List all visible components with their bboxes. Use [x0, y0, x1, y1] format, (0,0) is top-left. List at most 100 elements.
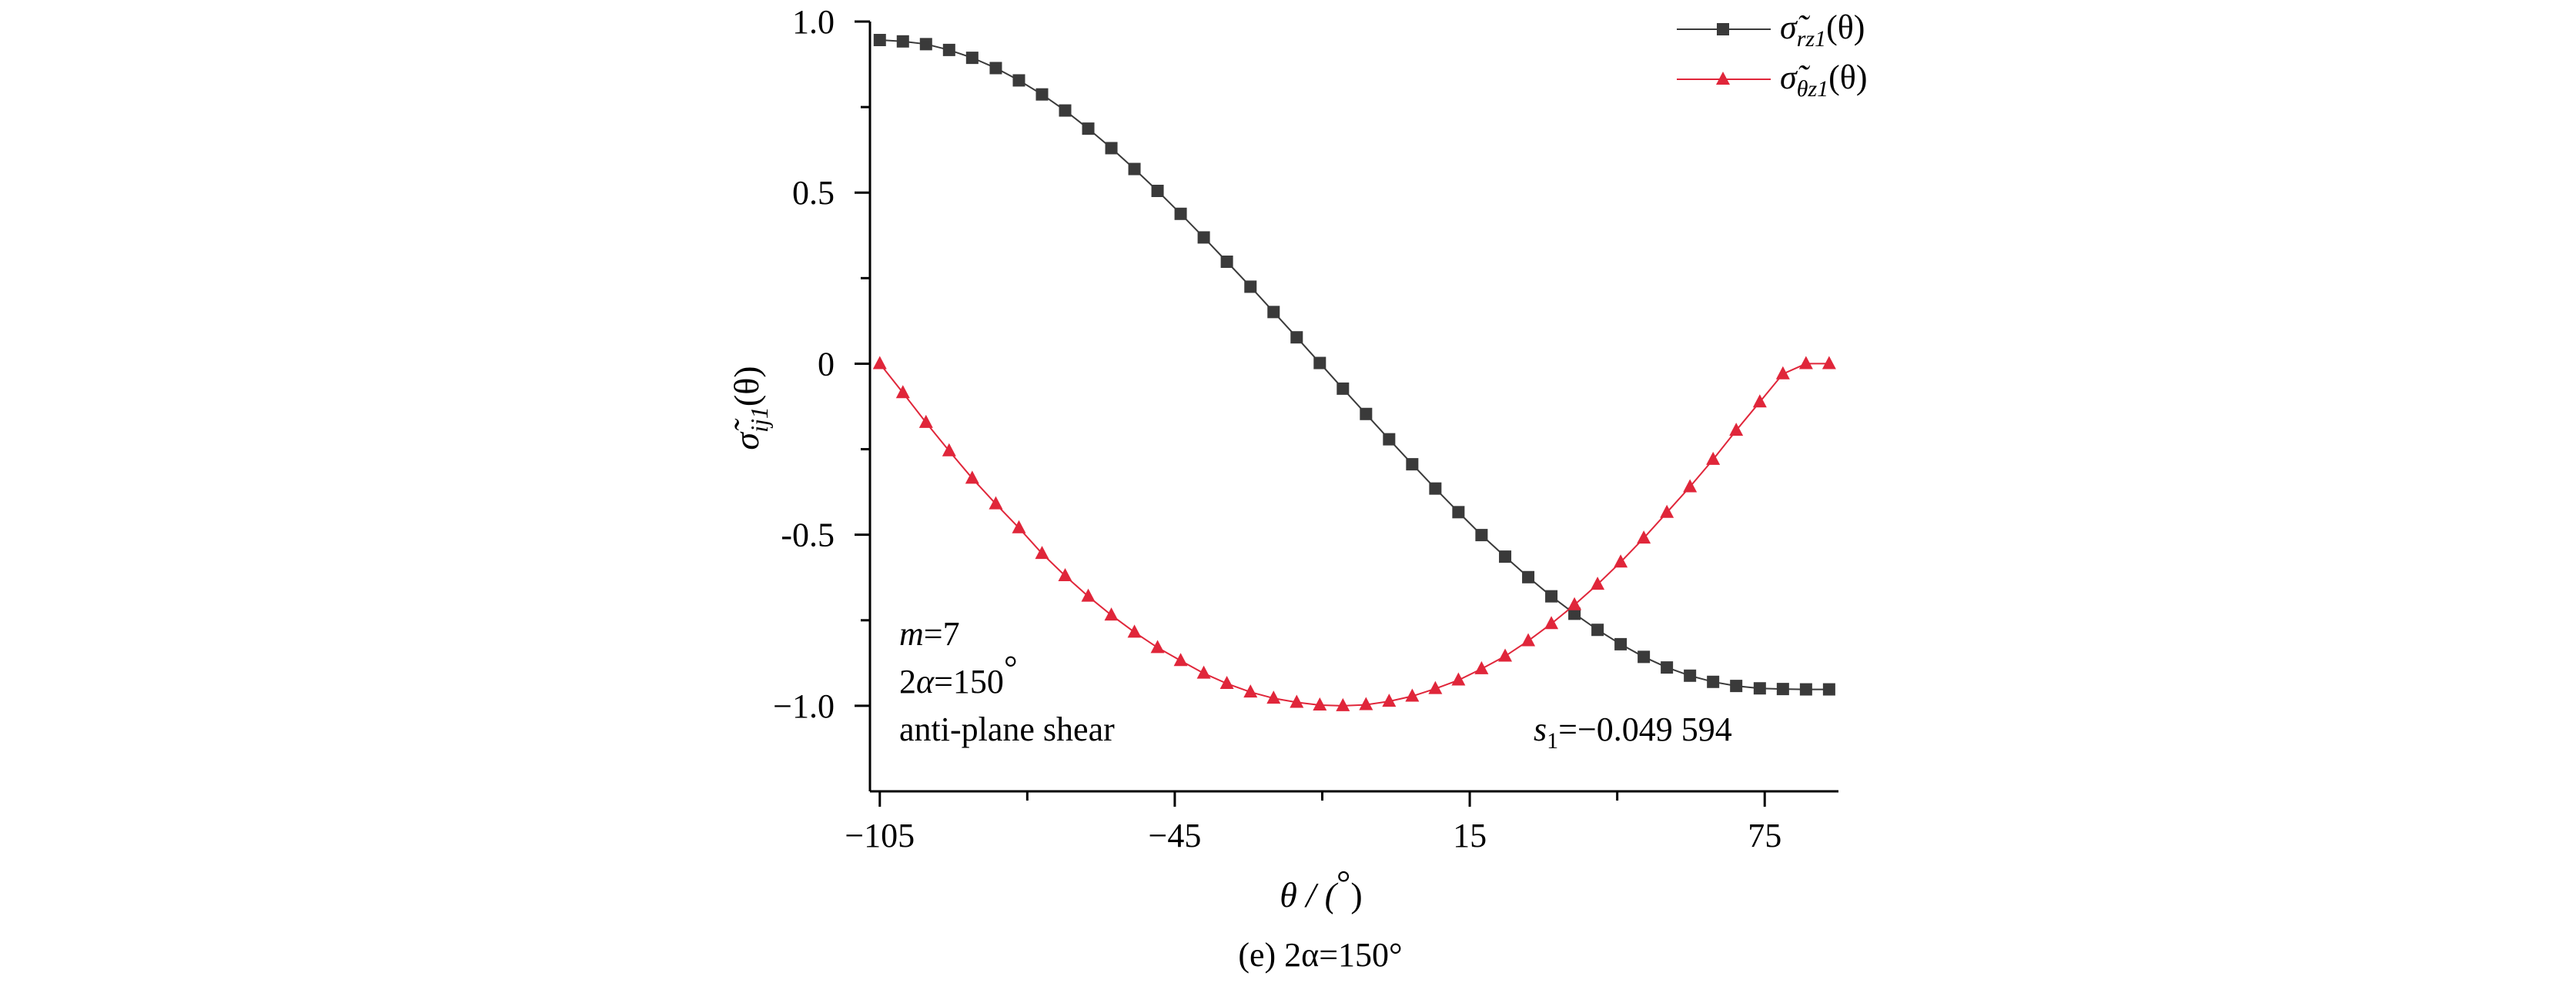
data-point-rz1 — [1290, 331, 1303, 344]
data-point-thetaz1 — [1035, 546, 1049, 560]
data-point-thetaz1 — [1150, 640, 1165, 654]
data-point-rz1 — [1429, 482, 1442, 495]
annotation-load: anti-plane shear — [899, 711, 1115, 748]
data-point-thetaz1 — [1336, 697, 1350, 711]
data-point-rz1 — [1822, 683, 1835, 696]
data-point-thetaz1 — [1428, 680, 1443, 694]
series-line-0 — [879, 39, 1829, 690]
x-tick-label: 15 — [1453, 817, 1487, 854]
data-point-rz1 — [1012, 74, 1025, 87]
data-point-thetaz1 — [1567, 597, 1582, 610]
data-point-rz1 — [1499, 550, 1512, 563]
data-point-thetaz1 — [1798, 356, 1813, 369]
data-point-thetaz1 — [1173, 653, 1188, 667]
data-point-rz1 — [1568, 607, 1581, 620]
data-point-rz1 — [965, 52, 979, 65]
y-axis-label: σ̃ij1(θ) — [727, 366, 773, 450]
data-point-thetaz1 — [1313, 697, 1327, 711]
data-point-thetaz1 — [1196, 665, 1211, 679]
data-point-thetaz1 — [1498, 648, 1513, 662]
data-point-thetaz1 — [1775, 366, 1790, 379]
data-point-rz1 — [1684, 669, 1697, 682]
data-point-rz1 — [1707, 675, 1720, 688]
x-tick-label: 75 — [1748, 817, 1781, 854]
data-point-rz1 — [1244, 280, 1257, 293]
data-point-thetaz1 — [1451, 672, 1466, 686]
y-tick-label: -0.5 — [781, 517, 835, 554]
figure-caption: (e) 2α=150° — [1238, 936, 1402, 974]
y-axis-ticks: 1.0 0.5 0 -0.5 −1.0 — [773, 3, 870, 725]
data-point-rz1 — [1128, 162, 1141, 176]
data-point-rz1 — [1082, 122, 1095, 135]
y-tick-label: 0.5 — [792, 174, 835, 212]
legend-label-thetaz1: σ̃θz1(θ) — [1780, 59, 1868, 102]
data-point-thetaz1 — [1382, 694, 1397, 707]
data-point-thetaz1 — [1474, 660, 1489, 674]
data-point-rz1 — [942, 43, 955, 56]
data-point-thetaz1 — [1614, 554, 1628, 568]
data-point-thetaz1 — [942, 443, 956, 456]
data-point-thetaz1 — [1706, 451, 1721, 465]
data-point-rz1 — [1035, 88, 1049, 101]
data-point-rz1 — [919, 38, 932, 51]
data-point-rz1 — [1406, 458, 1419, 471]
legend: σ̃rz1(θ) σ̃θz1(θ) — [1677, 8, 1868, 102]
data-point-rz1 — [1753, 682, 1766, 695]
data-point-thetaz1 — [918, 414, 933, 428]
data-point-rz1 — [1730, 680, 1743, 693]
data-point-rz1 — [873, 34, 886, 46]
x-axis-ticks: −105 −45 15 75 — [845, 791, 1781, 854]
annotation-m: m=7 — [899, 615, 960, 653]
y-tick-label: 1.0 — [792, 3, 835, 41]
data-point-thetaz1 — [1266, 690, 1281, 704]
data-point-thetaz1 — [1012, 520, 1026, 533]
data-point-rz1 — [1591, 624, 1604, 637]
legend-label-rz1: σ̃rz1(θ) — [1780, 8, 1865, 52]
data-point-thetaz1 — [895, 385, 910, 399]
data-point-rz1 — [1059, 104, 1072, 117]
data-point-rz1 — [1545, 590, 1558, 603]
data-point-thetaz1 — [1219, 676, 1234, 689]
data-point-thetaz1 — [872, 356, 887, 369]
data-point-thetaz1 — [1359, 697, 1373, 711]
data-point-thetaz1 — [1521, 633, 1536, 647]
series-markers — [872, 34, 1836, 711]
y-tick-label: 0 — [818, 345, 835, 383]
x-axis-label: θ / (°) — [1280, 863, 1362, 914]
data-point-rz1 — [1360, 407, 1373, 420]
data-point-thetaz1 — [1127, 624, 1142, 638]
data-point-rz1 — [1614, 637, 1628, 650]
data-point-rz1 — [1337, 382, 1350, 395]
data-point-thetaz1 — [1752, 394, 1767, 408]
data-point-thetaz1 — [1729, 423, 1744, 436]
data-point-thetaz1 — [1243, 684, 1258, 698]
data-point-rz1 — [1267, 306, 1280, 319]
data-point-rz1 — [1475, 529, 1488, 542]
series-lines — [879, 39, 1829, 707]
data-point-thetaz1 — [1081, 588, 1096, 602]
data-point-rz1 — [1105, 142, 1118, 155]
axes — [868, 22, 1838, 793]
data-point-thetaz1 — [1591, 577, 1605, 590]
data-point-rz1 — [1151, 185, 1164, 197]
legend-marker-rz1 — [1717, 23, 1729, 35]
data-point-rz1 — [1522, 570, 1535, 583]
series-line-1 — [879, 363, 1829, 707]
data-point-rz1 — [989, 62, 1002, 75]
data-point-thetaz1 — [1637, 530, 1651, 544]
annotation-alpha: 2α=150° — [899, 649, 1018, 700]
data-point-rz1 — [1799, 683, 1812, 696]
y-tick-label: −1.0 — [773, 687, 835, 725]
data-point-thetaz1 — [1104, 607, 1119, 621]
data-point-rz1 — [1383, 433, 1396, 446]
data-point-rz1 — [1776, 683, 1789, 696]
data-point-thetaz1 — [965, 470, 979, 484]
data-point-thetaz1 — [1290, 694, 1304, 708]
data-point-rz1 — [1313, 356, 1326, 369]
data-point-thetaz1 — [1683, 479, 1698, 493]
data-point-rz1 — [1220, 256, 1233, 268]
data-point-rz1 — [1661, 661, 1674, 674]
data-point-rz1 — [896, 35, 909, 48]
